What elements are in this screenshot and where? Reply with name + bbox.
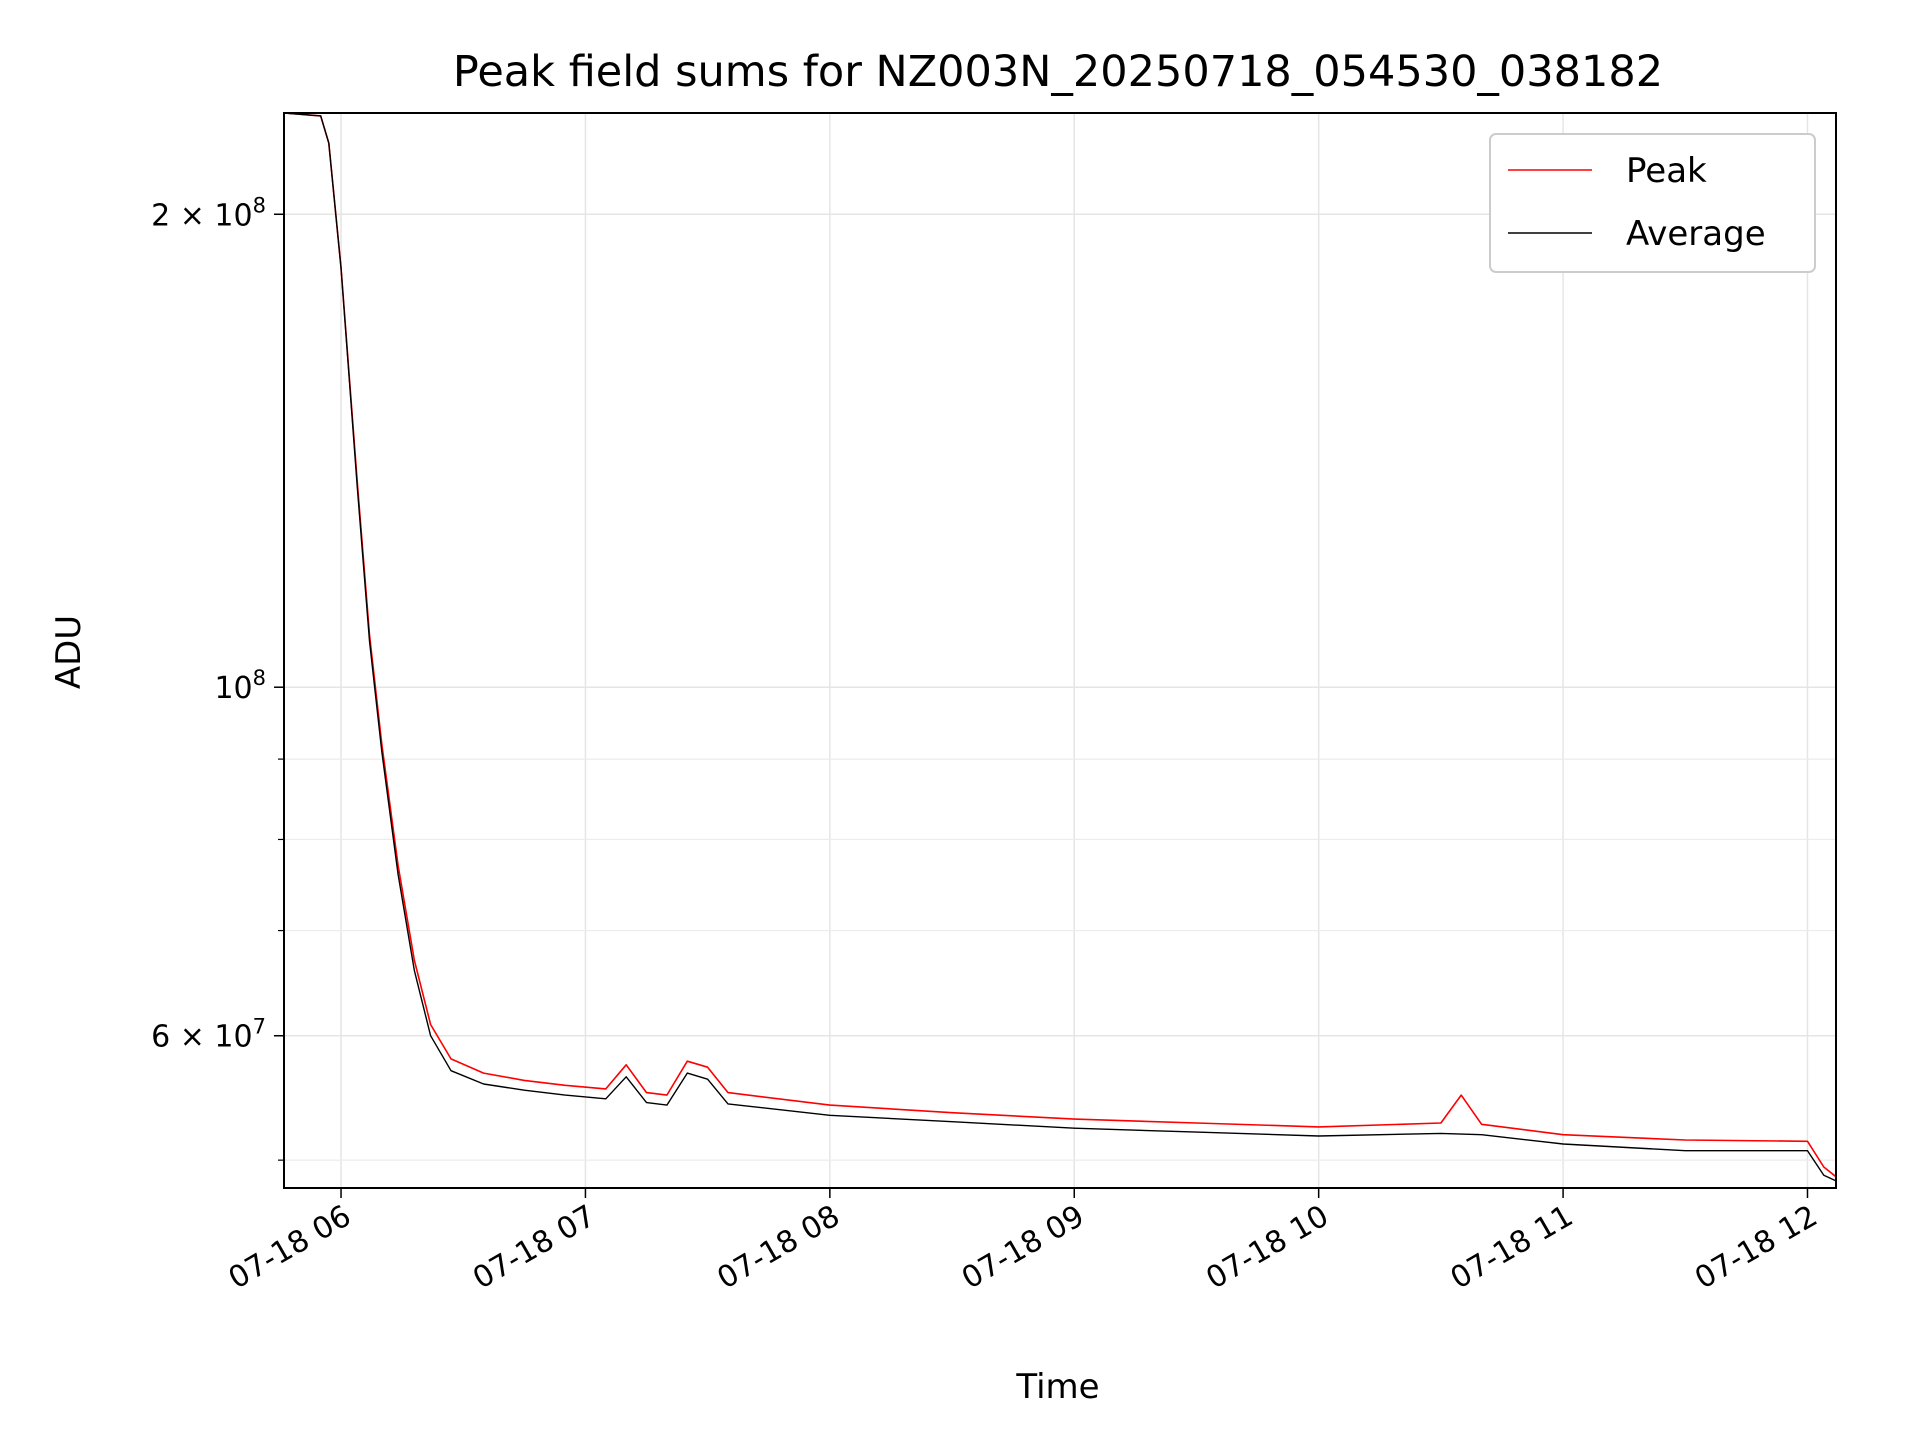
grid: [284, 113, 1836, 1188]
series-line-peak: [283, 112, 1837, 1178]
y-tick-label-base: 10: [214, 671, 252, 706]
y-tick-label-exponent: 8: [253, 193, 266, 217]
legend-label-peak: Peak: [1626, 151, 1707, 191]
chart-title: Peak field sums for NZ003N_20250718_0545…: [453, 47, 1663, 97]
y-axis-title: ADU: [49, 615, 89, 689]
y-tick-label-exponent: 7: [253, 1015, 266, 1039]
legend-label-average: Average: [1626, 214, 1766, 254]
y-tick-label: 2 × 108: [151, 193, 266, 233]
series-line-average: [283, 112, 1837, 1182]
y-tick-label-base: 2 × 10: [151, 198, 252, 233]
y-tick-label-base: 6 × 10: [151, 1020, 252, 1055]
y-tick-label: 6 × 107: [151, 1015, 266, 1055]
legend: Peak Average: [1489, 133, 1816, 273]
plot-frame: [283, 112, 1837, 1189]
y-tick-label: 108: [214, 666, 266, 706]
series-lines: [283, 112, 1837, 1182]
x-axis-title: Time: [1015, 1367, 1099, 1407]
legend-box: [1489, 133, 1816, 273]
y-tick-label-exponent: 8: [253, 666, 266, 690]
